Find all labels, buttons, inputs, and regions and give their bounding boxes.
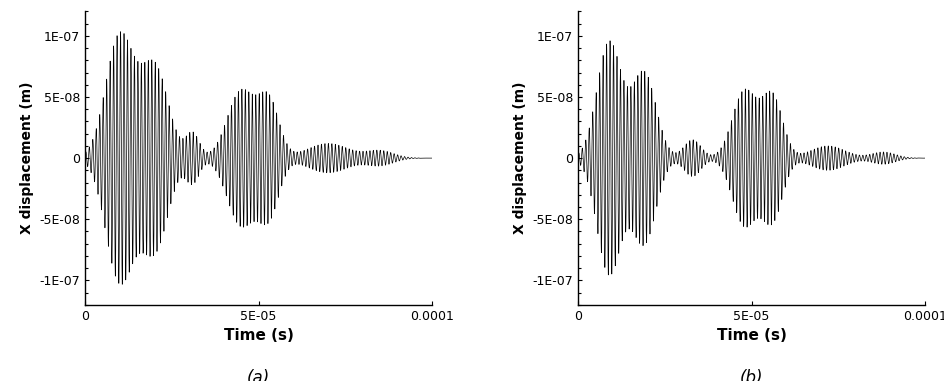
X-axis label: Time (s): Time (s) xyxy=(224,328,294,343)
Y-axis label: X displacement (m): X displacement (m) xyxy=(20,82,34,234)
X-axis label: Time (s): Time (s) xyxy=(716,328,786,343)
Text: (b): (b) xyxy=(740,369,764,381)
Y-axis label: X displacement (m): X displacement (m) xyxy=(513,82,527,234)
Text: (a): (a) xyxy=(247,369,270,381)
